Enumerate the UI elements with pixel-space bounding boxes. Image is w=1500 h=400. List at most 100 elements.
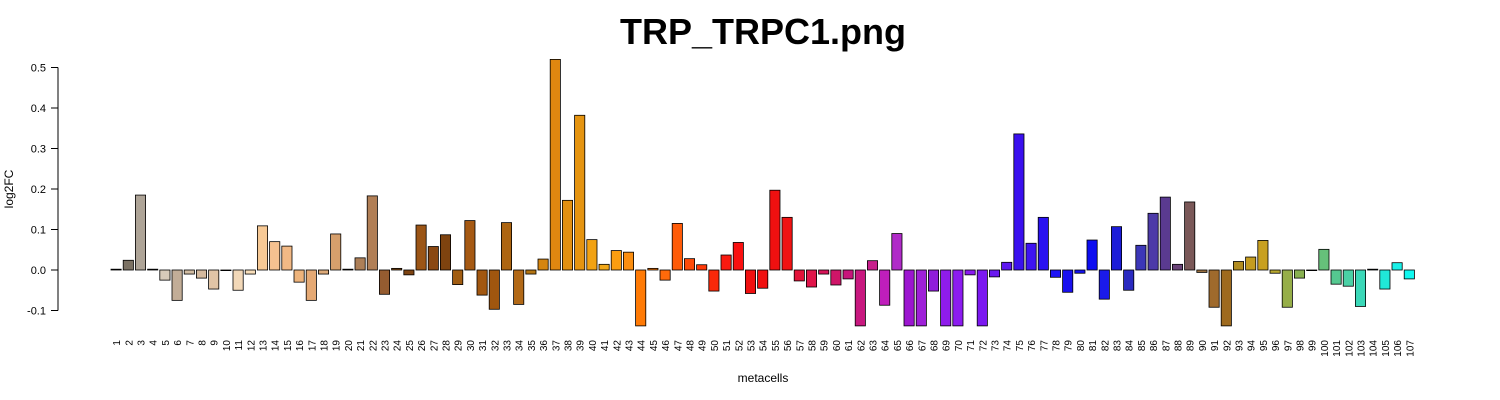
bar-24: [391, 267, 403, 271]
x-tick-label: 28: [442, 340, 453, 352]
x-tick-label: 38: [564, 340, 575, 352]
bar-76: [1025, 242, 1037, 271]
x-tick-label: 11: [234, 340, 245, 351]
x-tick-label: 23: [381, 340, 392, 352]
x-tick-label: 84: [1125, 340, 1136, 352]
bar-41: [598, 263, 610, 271]
bar-26: [415, 224, 427, 271]
x-tick-label: 64: [881, 340, 892, 352]
bar-55: [769, 189, 781, 271]
bar-78: [1050, 269, 1062, 278]
x-tick-label: 47: [673, 340, 684, 352]
x-tick-label: 90: [1198, 340, 1209, 352]
x-tick-label: 100: [1320, 340, 1331, 357]
bar-13: [256, 225, 268, 271]
bar-23: [378, 269, 390, 295]
x-tick-label: 106: [1393, 340, 1404, 357]
x-tick-label: 6: [173, 340, 184, 346]
bar-31: [476, 269, 488, 296]
x-tick-label: 89: [1186, 340, 1197, 352]
bar-86: [1147, 212, 1159, 271]
bar-3: [134, 194, 146, 271]
x-tick-label: 10: [222, 340, 233, 352]
bar-104: [1367, 268, 1379, 271]
bar-9: [208, 269, 220, 290]
x-tick-label: 81: [1088, 340, 1099, 352]
x-tick-label: 49: [698, 340, 709, 352]
x-tick-label: 75: [1015, 340, 1026, 352]
x-tick-label: 78: [1052, 340, 1063, 352]
x-tick-label: 32: [490, 340, 501, 352]
bar-15: [281, 245, 293, 271]
x-tick-label: 46: [661, 340, 672, 352]
bar-102: [1342, 269, 1354, 287]
x-tick-label: 59: [820, 340, 831, 352]
bar-57: [793, 269, 805, 282]
x-tick-label: 17: [307, 340, 318, 352]
bar-44: [635, 269, 647, 327]
x-tick-label: 61: [844, 340, 855, 352]
chart-title: TRP_TRPC1.png: [620, 11, 906, 52]
bar-72: [976, 269, 988, 327]
bar-52: [732, 242, 744, 271]
bar-47: [671, 223, 683, 271]
bar-12: [244, 269, 256, 275]
x-tick-label: 40: [588, 340, 599, 352]
x-tick-label: 13: [259, 340, 270, 352]
bar-20: [342, 268, 354, 271]
bar-99: [1306, 269, 1318, 272]
bar-34: [513, 269, 525, 305]
x-tick-label: 1: [112, 340, 123, 346]
x-tick-label: 52: [734, 340, 745, 352]
bar-25: [403, 269, 415, 276]
bar-58: [806, 269, 818, 288]
x-tick-label: 74: [1003, 340, 1014, 352]
bar-17: [305, 269, 317, 301]
x-tick-label: 7: [185, 340, 196, 346]
bar-74: [1001, 261, 1013, 271]
bar-95: [1257, 240, 1269, 271]
bar-68: [928, 269, 940, 292]
x-tick-label: 21: [356, 340, 367, 352]
x-tick-label: 19: [332, 340, 343, 352]
y-axis: -0.1 0.0 0.1 0.2 0.3 0.4 0.5: [27, 63, 59, 318]
bar-80: [1074, 269, 1086, 274]
x-tick-label: 50: [710, 340, 721, 352]
x-tick-label: 18: [320, 340, 331, 352]
bar-38: [562, 199, 574, 271]
bar-54: [757, 269, 769, 289]
bar-56: [781, 216, 793, 271]
x-tick-label: 53: [747, 340, 758, 352]
bar-65: [891, 233, 903, 271]
x-tick-label: 69: [942, 340, 953, 352]
x-tick-label: 31: [478, 340, 489, 352]
x-tick-label: 107: [1405, 340, 1416, 357]
bar-62: [854, 269, 866, 327]
bar-85: [1135, 244, 1147, 271]
bar-8: [195, 269, 207, 279]
x-tick-label: 44: [637, 340, 648, 352]
x-tick-label: 104: [1369, 340, 1380, 357]
bar-46: [659, 269, 671, 281]
bar-60: [830, 269, 842, 286]
bar-84: [1123, 269, 1135, 291]
x-tick-label: 37: [551, 340, 562, 352]
bar-105: [1379, 269, 1391, 290]
bar-90: [1196, 269, 1208, 273]
y-tick-label: 0.3: [31, 144, 46, 156]
bar-35: [525, 269, 537, 275]
bar-107: [1403, 269, 1415, 280]
x-tick-label: 8: [198, 340, 209, 346]
bar-103: [1355, 269, 1367, 307]
x-tick-label: 9: [210, 340, 221, 346]
bar-63: [867, 260, 879, 271]
x-tick-label: 63: [869, 340, 880, 352]
bar-81: [1086, 239, 1098, 271]
bar-100: [1318, 248, 1330, 271]
x-tick-label: 41: [600, 340, 611, 352]
bar-87: [1159, 196, 1171, 271]
bar-18: [317, 269, 329, 275]
bar-2: [122, 259, 134, 271]
x-tick-label: 85: [1137, 340, 1148, 352]
